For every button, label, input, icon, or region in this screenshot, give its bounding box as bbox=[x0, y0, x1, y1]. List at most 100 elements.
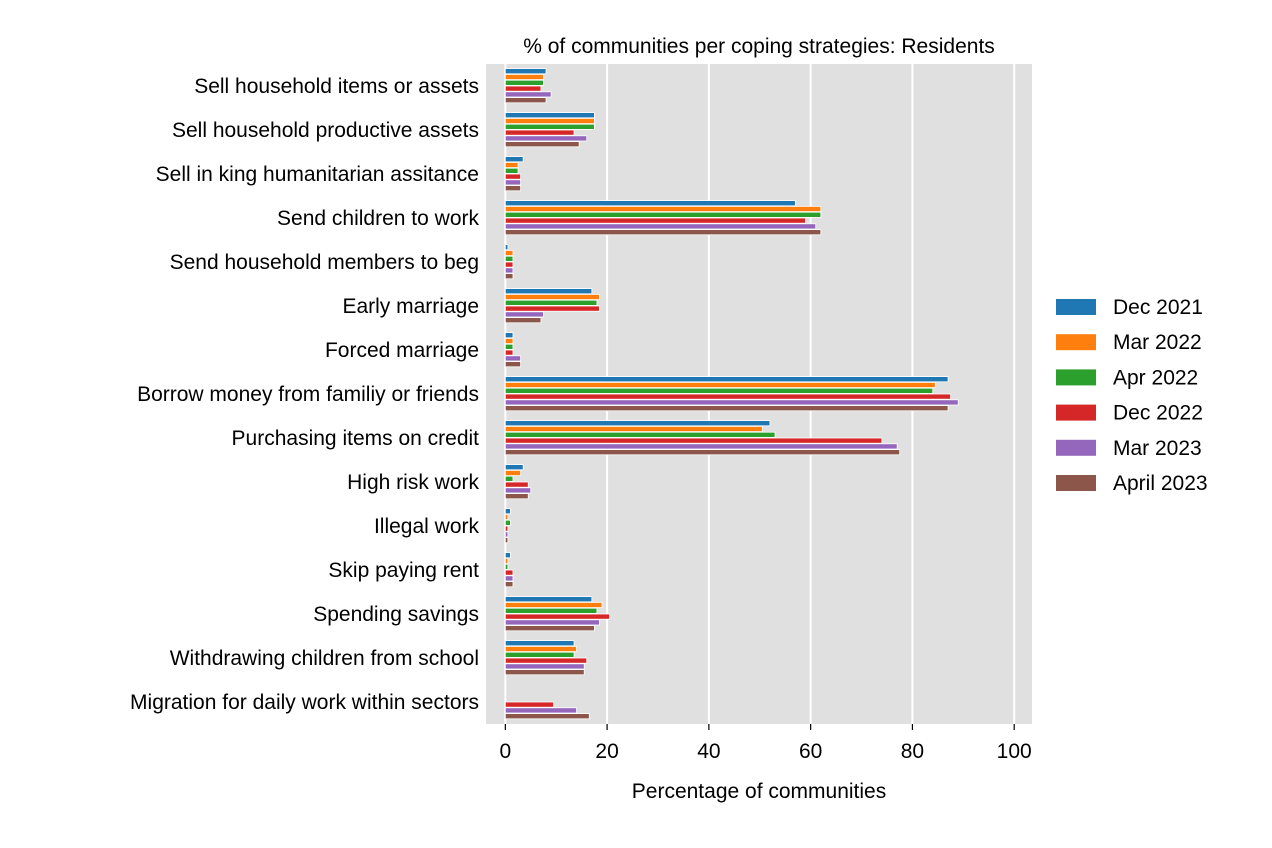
x-tick-label: 80 bbox=[901, 740, 924, 763]
bar bbox=[504, 596, 593, 603]
bar bbox=[504, 361, 522, 368]
y-tick-label: Illegal work bbox=[374, 515, 480, 538]
y-tick-label: Migration for daily work within sectors bbox=[130, 691, 479, 714]
bar bbox=[504, 437, 883, 444]
y-tick-label: Skip paying rent bbox=[328, 559, 479, 582]
bar bbox=[504, 343, 514, 350]
bar bbox=[504, 663, 585, 670]
x-tick-labels: 0 20 40 60 80 100 bbox=[499, 724, 1032, 763]
bar bbox=[504, 311, 544, 318]
legend-swatch bbox=[1056, 475, 1096, 491]
bar bbox=[504, 519, 511, 526]
bar bbox=[504, 493, 529, 500]
bar bbox=[504, 531, 509, 538]
bar bbox=[504, 640, 575, 647]
bar bbox=[504, 443, 898, 450]
bar bbox=[504, 607, 598, 614]
x-tick-label: 40 bbox=[697, 740, 720, 763]
y-tick-label: Purchasing items on credit bbox=[232, 427, 480, 450]
bar bbox=[504, 563, 509, 570]
bar bbox=[504, 525, 509, 532]
legend: Dec 2021 Mar 2022 Apr 2022 Dec 2022 Mar 2023… bbox=[1056, 296, 1208, 495]
bar bbox=[504, 244, 509, 251]
bars bbox=[504, 68, 959, 720]
bar bbox=[504, 669, 585, 676]
legend-swatch bbox=[1056, 369, 1096, 386]
legend-label: Dec 2022 bbox=[1113, 402, 1203, 425]
bar bbox=[504, 293, 600, 300]
bar bbox=[504, 625, 595, 632]
bar bbox=[504, 646, 577, 653]
bar bbox=[504, 135, 588, 142]
bar bbox=[504, 217, 806, 224]
bar bbox=[504, 387, 934, 394]
bar bbox=[504, 317, 542, 324]
bar bbox=[504, 399, 959, 406]
bar bbox=[504, 91, 552, 98]
bar bbox=[504, 185, 522, 192]
bar bbox=[504, 469, 522, 476]
bar bbox=[504, 79, 544, 86]
y-tick-label: Spending savings bbox=[313, 603, 479, 626]
y-tick-label: Sell household items or assets bbox=[194, 75, 479, 98]
bar bbox=[504, 569, 514, 576]
bar bbox=[504, 405, 949, 412]
bar bbox=[504, 431, 776, 438]
bar bbox=[504, 249, 514, 256]
chart-title: % of communities per coping strategies: … bbox=[523, 35, 995, 58]
y-tick-label: Borrow money from familiy or friends bbox=[137, 383, 479, 406]
bar bbox=[504, 337, 514, 344]
bar bbox=[504, 393, 951, 400]
bar bbox=[504, 514, 509, 521]
bar bbox=[504, 713, 590, 720]
bar bbox=[504, 657, 588, 664]
y-tick-label: Send children to work bbox=[277, 207, 479, 230]
bar bbox=[504, 305, 600, 312]
y-tick-label: Withdrawing children from school bbox=[170, 647, 479, 670]
bar bbox=[504, 376, 949, 383]
bar bbox=[504, 701, 555, 708]
bar bbox=[504, 200, 796, 207]
y-tick-label: Send household members to beg bbox=[170, 251, 479, 274]
bar bbox=[504, 205, 822, 212]
bar bbox=[504, 332, 514, 339]
x-axis-label: Percentage of communities bbox=[632, 780, 886, 803]
bar bbox=[504, 355, 522, 362]
bar bbox=[504, 85, 542, 92]
bar bbox=[504, 179, 522, 186]
bar bbox=[504, 613, 611, 620]
bar bbox=[504, 537, 509, 544]
bar bbox=[504, 261, 514, 268]
x-tick-label: 60 bbox=[799, 740, 822, 763]
legend-swatch bbox=[1056, 334, 1096, 351]
bar bbox=[504, 619, 600, 626]
bar bbox=[504, 156, 524, 163]
bar bbox=[504, 167, 519, 174]
y-tick-label: Sell in king humanitarian assitance bbox=[156, 163, 479, 186]
legend-label: Mar 2023 bbox=[1113, 437, 1202, 460]
bar bbox=[504, 558, 509, 565]
legend-swatch bbox=[1056, 404, 1096, 421]
y-tick-labels: Sell household items or assets Sell house… bbox=[130, 75, 479, 714]
bar bbox=[504, 211, 822, 218]
bar bbox=[504, 141, 580, 148]
bar bbox=[504, 68, 547, 75]
x-tick-label: 20 bbox=[595, 740, 618, 763]
bar bbox=[504, 129, 575, 136]
bar bbox=[504, 173, 522, 180]
legend-label: Mar 2022 bbox=[1113, 331, 1202, 354]
legend-label: Dec 2021 bbox=[1113, 296, 1203, 319]
bar bbox=[504, 581, 514, 588]
bar bbox=[504, 707, 577, 714]
x-tick-label: 0 bbox=[499, 740, 511, 763]
bar bbox=[504, 475, 514, 482]
bar bbox=[504, 299, 598, 306]
bar bbox=[504, 508, 511, 515]
bar bbox=[504, 381, 936, 388]
bar bbox=[504, 552, 511, 559]
bar bbox=[504, 161, 519, 168]
bar bbox=[504, 481, 529, 488]
y-tick-label: Early marriage bbox=[342, 295, 479, 318]
bar bbox=[504, 575, 514, 582]
